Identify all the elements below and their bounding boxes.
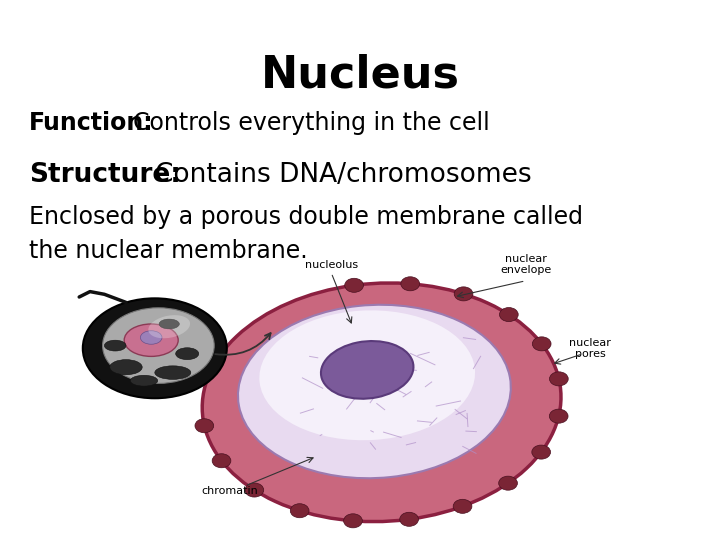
Ellipse shape xyxy=(140,330,162,345)
Text: nuclear
pores: nuclear pores xyxy=(570,338,611,359)
Circle shape xyxy=(532,445,551,459)
Circle shape xyxy=(499,476,518,490)
Circle shape xyxy=(345,278,364,292)
Ellipse shape xyxy=(109,360,142,375)
Circle shape xyxy=(343,514,362,528)
Text: nuclear
envelope: nuclear envelope xyxy=(500,254,552,275)
Text: Contains DNA/chromosomes: Contains DNA/chromosomes xyxy=(155,162,531,188)
Circle shape xyxy=(532,337,551,351)
Text: nucleolus: nucleolus xyxy=(305,260,358,270)
Ellipse shape xyxy=(130,375,158,386)
Ellipse shape xyxy=(159,319,179,329)
Circle shape xyxy=(549,409,568,423)
Circle shape xyxy=(245,483,264,497)
Ellipse shape xyxy=(148,315,190,338)
Ellipse shape xyxy=(202,283,561,522)
Circle shape xyxy=(401,277,420,291)
Circle shape xyxy=(454,287,473,301)
Circle shape xyxy=(549,372,568,386)
Circle shape xyxy=(500,308,518,322)
Text: Controls everything in the cell: Controls everything in the cell xyxy=(133,111,490,134)
Text: Function:: Function: xyxy=(29,111,153,134)
Ellipse shape xyxy=(103,308,215,383)
Text: Nucleus: Nucleus xyxy=(261,54,459,97)
Ellipse shape xyxy=(238,305,510,478)
Text: chromatin: chromatin xyxy=(202,486,258,496)
Text: Function: Controls everything in the cell: Function: Controls everything in the cel… xyxy=(29,111,502,134)
Ellipse shape xyxy=(124,324,179,356)
Ellipse shape xyxy=(321,341,413,399)
Circle shape xyxy=(400,512,418,526)
Ellipse shape xyxy=(83,298,227,399)
Text: Enclosed by a porous double membrane called
the nuclear membrane.: Enclosed by a porous double membrane cal… xyxy=(29,205,582,262)
Text: Structure:: Structure: xyxy=(29,162,181,188)
Circle shape xyxy=(290,504,309,518)
Ellipse shape xyxy=(104,340,126,351)
Ellipse shape xyxy=(259,310,475,440)
Circle shape xyxy=(453,500,472,514)
Ellipse shape xyxy=(155,366,191,379)
Ellipse shape xyxy=(176,348,199,360)
Circle shape xyxy=(195,418,214,433)
Circle shape xyxy=(212,454,231,468)
